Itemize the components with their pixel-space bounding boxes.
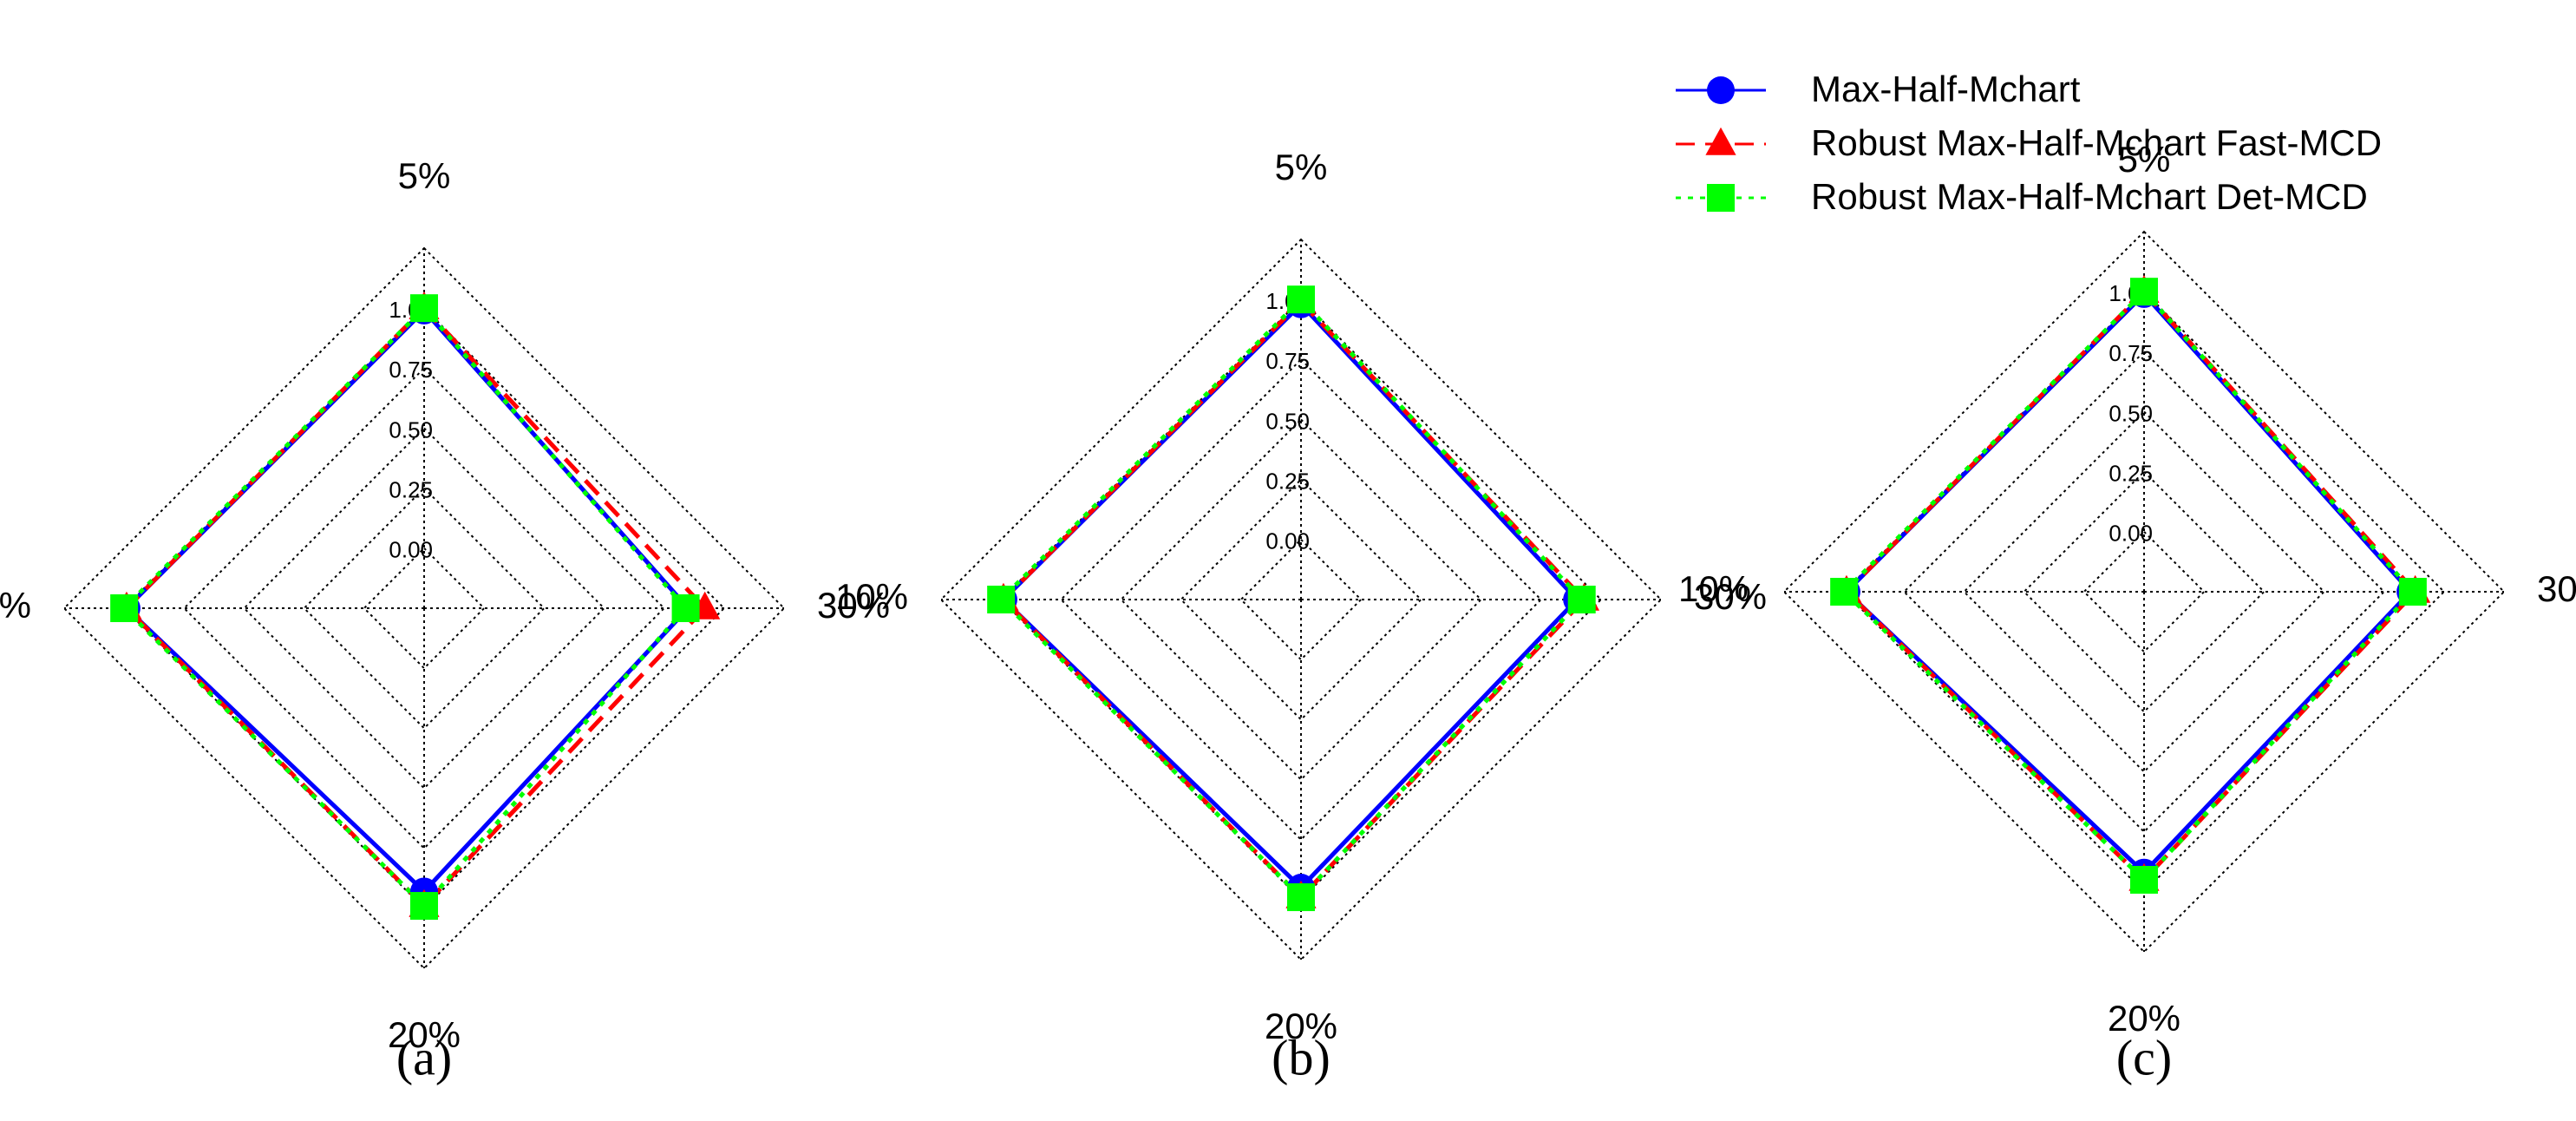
series-line: [123, 307, 691, 895]
axis-label: 5%: [398, 155, 451, 196]
tick-label: 0.25: [389, 477, 433, 503]
axis-label: 30%: [1694, 576, 1767, 617]
axis-label: 10%: [1678, 568, 1751, 609]
marker: [2130, 278, 2158, 306]
marker: [1287, 883, 1315, 912]
axis-label: 20%: [388, 1014, 461, 1055]
series-line: [123, 305, 709, 909]
tick-label: 0.75: [389, 357, 433, 383]
legend-marker: [1707, 184, 1735, 212]
series-line: [1000, 298, 1587, 901]
legend-label: Robust Max-Half-Mchart Det-MCD: [1811, 176, 2368, 217]
marker: [2398, 578, 2427, 606]
marker: [410, 892, 438, 921]
grid-ring: [1902, 350, 2386, 834]
marker: [671, 594, 700, 622]
axis-label: 5%: [1275, 147, 1328, 187]
tick-label: 0.50: [1265, 408, 1310, 434]
caption: (c): [2116, 1029, 2172, 1085]
axis-label: 10%: [0, 585, 31, 626]
axis-label: 20%: [2108, 998, 2180, 1039]
legend-marker: [1705, 127, 1736, 155]
marker: [1830, 578, 1859, 606]
tick-label: 0.00: [2109, 521, 2153, 547]
grid-ring: [363, 547, 486, 670]
tick-label: 0.50: [389, 416, 433, 442]
grid-ring: [303, 487, 546, 730]
axis-label: 30%: [2537, 568, 2576, 609]
grid-ring: [2023, 470, 2265, 713]
series-line: [1840, 288, 2416, 883]
axis-label: 5%: [2118, 139, 2171, 180]
tick-label: 0.75: [2109, 340, 2153, 366]
series-line: [1843, 288, 2419, 883]
tick-label: 0.25: [1265, 469, 1310, 495]
tick-label: 0.25: [2109, 461, 2153, 487]
grid-ring: [2082, 530, 2206, 653]
grid-ring: [1059, 357, 1543, 842]
tick-label: 0.00: [1265, 528, 1310, 554]
caption: (b): [1272, 1029, 1330, 1085]
grid-ring: [1180, 478, 1422, 721]
legend-label: Max-Half-Mchart: [1811, 69, 2081, 109]
marker: [1287, 285, 1315, 314]
series-line: [1843, 291, 2414, 876]
marker: [110, 594, 139, 622]
tick-label: 0.50: [2109, 400, 2153, 426]
grid-ring: [182, 366, 666, 850]
axis-label: 20%: [1265, 1006, 1337, 1046]
legend-marker: [1707, 76, 1735, 104]
series-line: [121, 305, 689, 909]
marker: [410, 294, 438, 323]
series-line: [997, 296, 1585, 901]
caption: (a): [396, 1029, 452, 1085]
marker: [987, 586, 1016, 613]
marker: [2130, 866, 2158, 894]
tick-label: 0.00: [389, 537, 433, 563]
marker: [1567, 586, 1596, 613]
axis-label: 30%: [817, 585, 890, 626]
axis-label: 10%: [835, 576, 908, 617]
series-line: [1000, 301, 1580, 891]
tick-label: 0.75: [1265, 348, 1310, 374]
legend-label: Robust Max-Half-Mchart Fast-MCD: [1811, 122, 2382, 163]
grid-ring: [1239, 538, 1363, 661]
